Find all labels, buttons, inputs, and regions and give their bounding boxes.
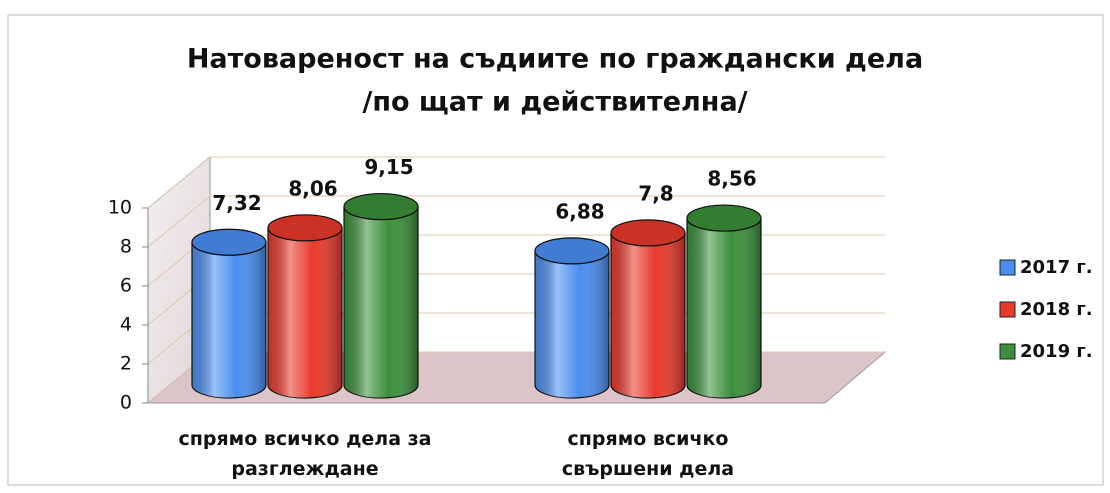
value-label: 8,56 xyxy=(707,167,756,191)
y-tick-label: 6 xyxy=(120,275,132,297)
cylinder-top-shade xyxy=(192,229,266,256)
cylinder-top xyxy=(686,204,762,232)
y-tick-label: 4 xyxy=(120,314,132,336)
cylinder xyxy=(610,219,686,399)
grid-line xyxy=(147,195,211,248)
cylinder-top-shade xyxy=(268,214,342,241)
cylinder-shade xyxy=(268,227,342,398)
legend-swatch xyxy=(999,301,1016,318)
frame xyxy=(7,14,1104,486)
legend-label: 2019 г. xyxy=(1020,341,1093,362)
cylinder-shade xyxy=(192,242,266,398)
legend-label: 2017 г. xyxy=(1020,257,1093,278)
value-label: 7,32 xyxy=(212,191,261,215)
value-label: 7,8 xyxy=(638,181,673,205)
cylinder xyxy=(686,204,762,399)
grid-line xyxy=(147,156,211,209)
y-tick-label: 2 xyxy=(120,353,132,375)
y-tick-label: 0 xyxy=(120,392,132,414)
cylinder-shade xyxy=(687,218,761,398)
x-tick-label: спрямо всичко дела за разглеждане xyxy=(178,428,432,480)
y-tick-label: 10 xyxy=(108,197,132,219)
cylinder-shade xyxy=(611,232,685,398)
legend-label: 2018 г. xyxy=(1020,299,1093,320)
x-tick-label: спрямо всичко свършени дела xyxy=(561,428,735,480)
cylinder xyxy=(191,228,267,399)
cylinder-top xyxy=(267,214,343,242)
y-tick-label: 8 xyxy=(120,236,132,258)
cylinder-top xyxy=(343,192,419,221)
legend-swatch xyxy=(999,343,1016,360)
chart-title: Натовареност на съдиите по граждански де… xyxy=(187,44,923,75)
cylinder-top xyxy=(534,237,610,265)
cylinder-top xyxy=(191,228,267,256)
cylinder xyxy=(534,237,610,399)
value-label: 6,88 xyxy=(555,199,604,223)
value-label: 8,06 xyxy=(288,176,337,200)
chart-subtitle: /по щат и действителна/ xyxy=(362,87,747,118)
cylinder-top-shade xyxy=(687,205,761,232)
cylinder-top-shade xyxy=(535,237,609,264)
cylinder-shade xyxy=(535,250,609,398)
cylinder-top-shade xyxy=(611,219,685,246)
cylinder-shade xyxy=(344,206,418,398)
legend-swatch xyxy=(999,259,1016,276)
cylinder xyxy=(343,192,419,399)
cylinder xyxy=(267,214,343,399)
cylinder-top xyxy=(610,219,686,247)
cylinder-top-shade xyxy=(344,193,418,220)
value-label: 9,15 xyxy=(364,155,413,179)
